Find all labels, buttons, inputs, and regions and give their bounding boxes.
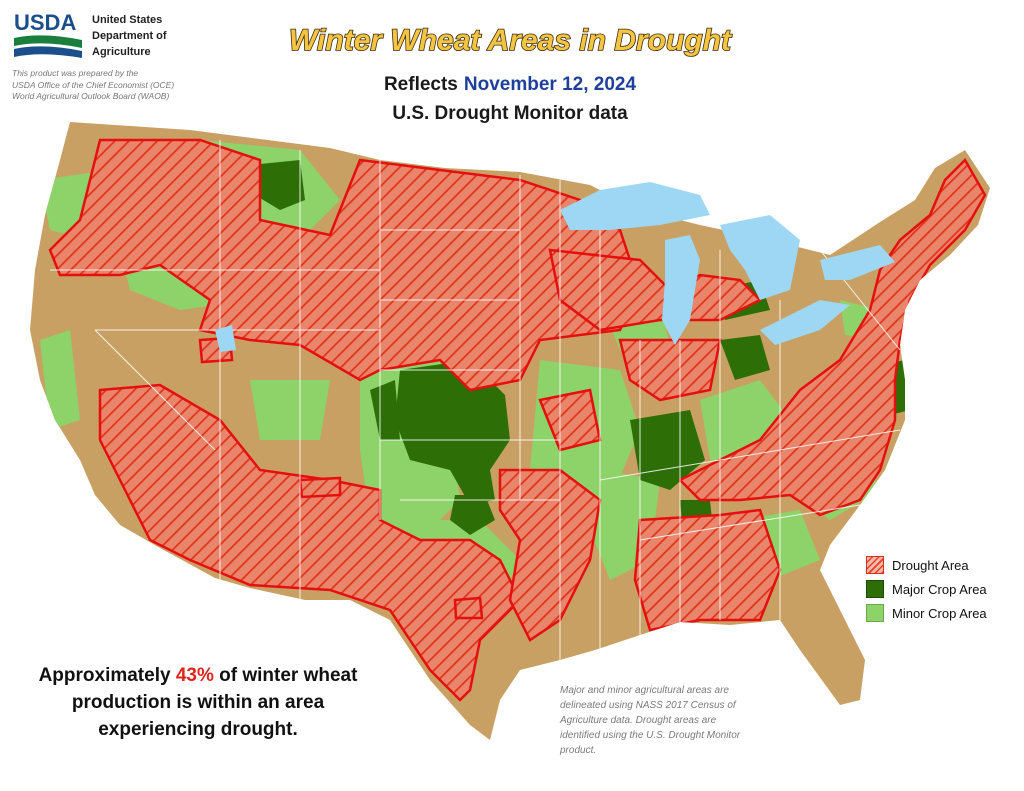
legend-item-drought: Drought Area [866, 553, 987, 577]
major-crop-swatch [866, 580, 884, 598]
drought-swatch [866, 556, 884, 574]
drought-percent: 43% [175, 665, 214, 686]
reflects-label: Reflects [383, 74, 458, 95]
legend: Drought Area Major Crop Area Minor Crop … [866, 553, 987, 625]
agency-name: United States Department of Agriculture [92, 14, 167, 58]
drought-areas [48, 138, 987, 702]
legend-item-minor: Minor Crop Area [866, 601, 987, 625]
methodology-note: Major and minor agricultural areas are d… [560, 685, 741, 756]
svg-text:Winter Wheat Areas in Drought: Winter Wheat Areas in Drought [289, 24, 733, 57]
state-borders [50, 140, 901, 660]
drought-summary: Approximately 43% of winter wheat produc… [38, 665, 358, 740]
usda-logo: USDA [14, 10, 82, 58]
minor-crop-swatch [866, 604, 884, 622]
great-lakes [215, 182, 895, 352]
map-subtitle: U.S. Drought Monitor data [392, 103, 628, 124]
legend-item-major: Major Crop Area [866, 577, 987, 601]
data-date: November 12, 2024 [463, 74, 637, 95]
svg-text:USDA: USDA [14, 10, 76, 35]
reflects-line: Reflects November 12, 2024 [300, 74, 720, 96]
prepared-by-note: This product was prepared by the USDA Of… [12, 68, 175, 101]
map-title: Winter Wheat Areas in Drought [288, 23, 734, 58]
